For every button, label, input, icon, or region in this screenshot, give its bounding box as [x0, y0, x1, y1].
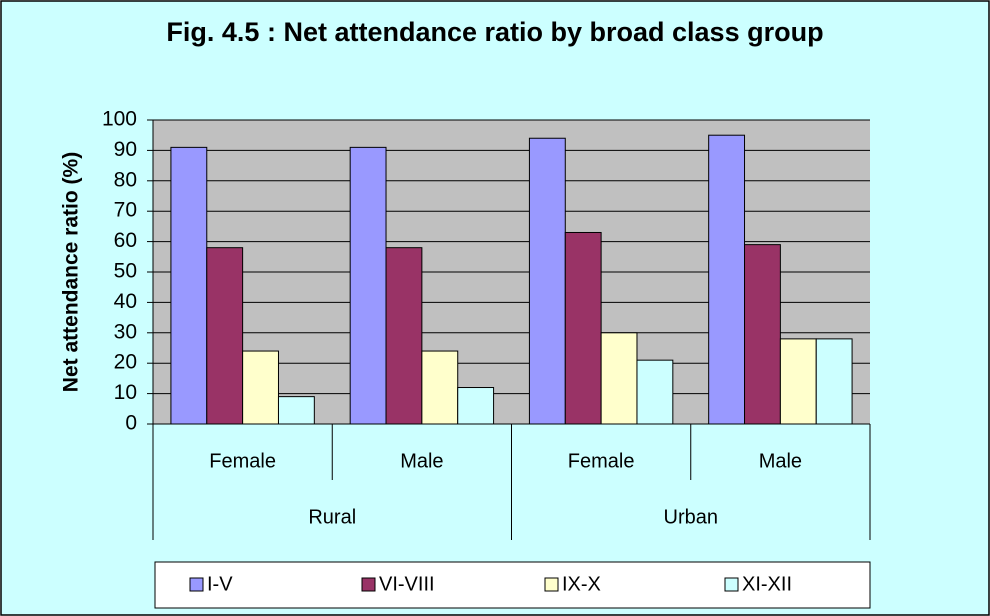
legend-label: IX-X: [562, 573, 601, 595]
x-tick-label: Female: [568, 450, 635, 472]
legend-label: XI-XII: [742, 573, 792, 595]
y-tick-label: 20: [114, 351, 137, 374]
bar: [744, 244, 781, 425]
bar: [636, 359, 674, 425]
group-label: Rural: [308, 506, 356, 528]
bar: [708, 134, 746, 425]
bar: [242, 350, 279, 425]
bar: [349, 146, 387, 425]
y-tick-label: 0: [125, 412, 137, 435]
legend-label: I-V: [207, 573, 233, 595]
y-tick-label: 50: [114, 260, 137, 283]
y-tick-label: 80: [114, 168, 137, 191]
legend-box: [154, 561, 871, 609]
y-tick-label: 40: [114, 290, 137, 313]
group-label: Urban: [664, 506, 718, 528]
bar: [779, 338, 817, 425]
bar: [564, 231, 602, 425]
y-tick-label: 30: [114, 320, 137, 343]
y-tick-label: 70: [114, 199, 137, 222]
legend-swatch: [361, 577, 376, 592]
y-axis-label: Net attendance ratio (%): [60, 152, 83, 392]
x-tick-label: Male: [759, 450, 802, 472]
x-tick-label: Female: [209, 450, 276, 472]
bar: [457, 387, 495, 425]
bar: [385, 247, 423, 425]
bar: [600, 332, 638, 425]
y-tick-label: 10: [114, 381, 137, 404]
bar: [528, 137, 566, 425]
bar: [421, 350, 459, 425]
bar: [277, 396, 315, 425]
legend-swatch: [189, 577, 204, 592]
x-tick-label: Male: [400, 450, 443, 472]
y-tick-label: 90: [114, 138, 137, 161]
bar: [206, 247, 244, 425]
legend-swatch: [724, 577, 739, 592]
bar: [815, 338, 853, 425]
y-tick-label: 60: [114, 229, 137, 252]
y-tick-label: 100: [102, 108, 137, 131]
legend-swatch: [544, 577, 559, 592]
bar: [170, 146, 208, 425]
chart-title: Fig. 4.5 : Net attendance ratio by broad…: [166, 17, 824, 47]
legend-label: VI-VIII: [379, 573, 435, 595]
